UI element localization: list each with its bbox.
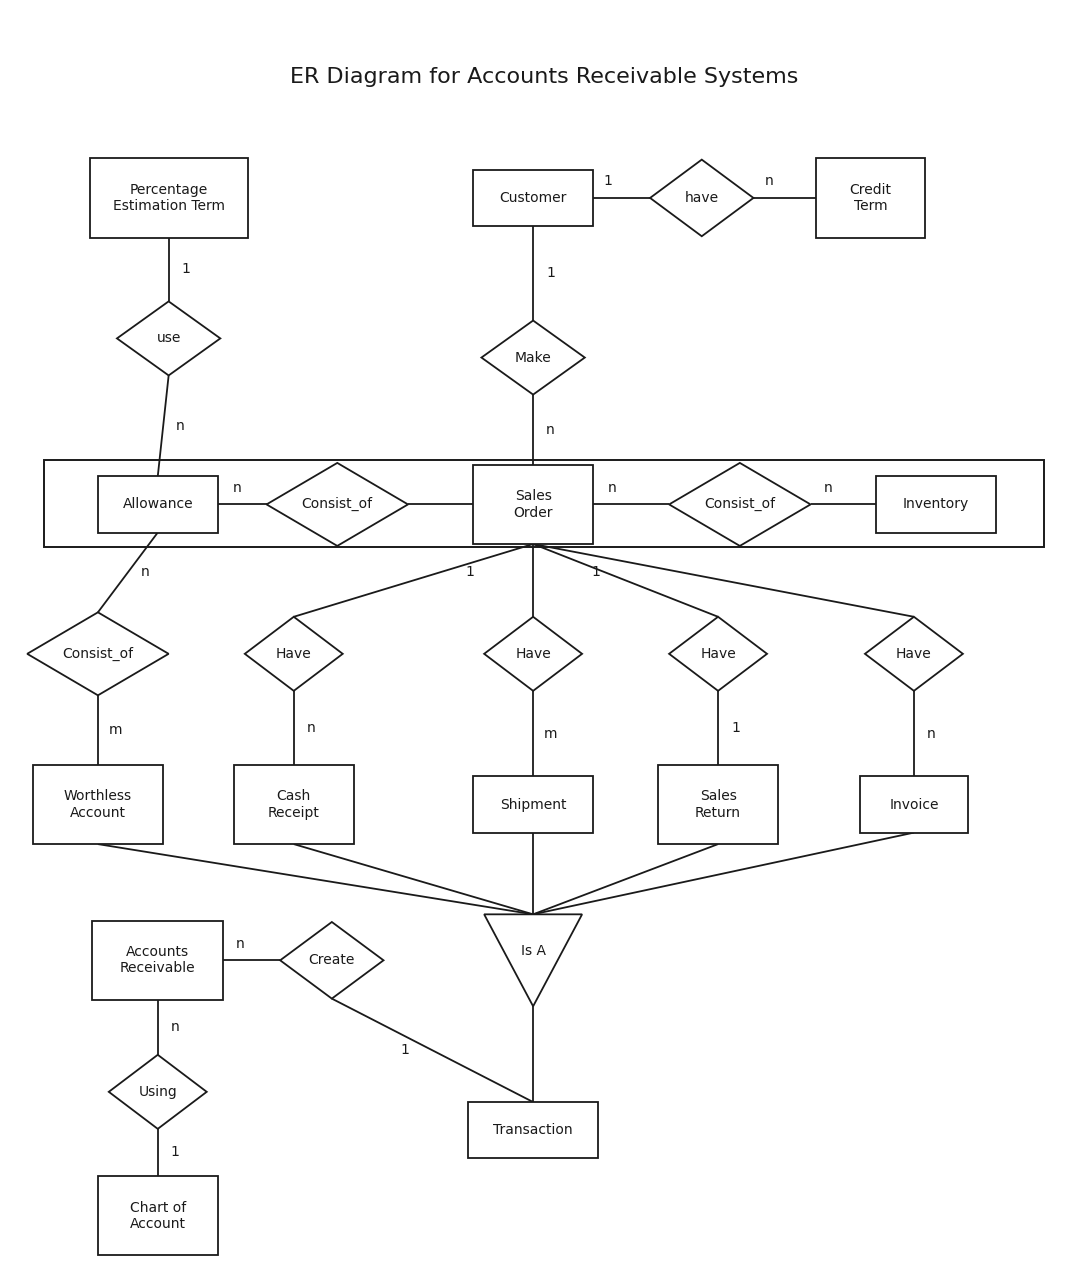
Text: m: m <box>544 727 557 741</box>
FancyBboxPatch shape <box>33 765 163 844</box>
FancyBboxPatch shape <box>89 158 247 238</box>
Polygon shape <box>27 613 169 695</box>
Text: n: n <box>307 722 316 734</box>
Text: 1: 1 <box>604 175 613 188</box>
Text: Allowance: Allowance <box>123 498 193 511</box>
Text: n: n <box>546 423 555 437</box>
Text: Consist_of: Consist_of <box>62 646 134 661</box>
Text: have: have <box>684 192 719 204</box>
Text: n: n <box>140 566 150 580</box>
Text: m: m <box>109 723 122 737</box>
Text: 1: 1 <box>546 267 555 280</box>
Text: n: n <box>927 727 936 741</box>
FancyBboxPatch shape <box>473 776 593 833</box>
Polygon shape <box>651 160 753 236</box>
Text: Make: Make <box>515 351 552 364</box>
Text: Consist_of: Consist_of <box>301 497 373 512</box>
FancyBboxPatch shape <box>98 476 218 533</box>
FancyBboxPatch shape <box>234 765 354 844</box>
FancyBboxPatch shape <box>468 1102 598 1158</box>
Text: Percentage
Estimation Term: Percentage Estimation Term <box>113 183 224 213</box>
Text: 1: 1 <box>182 263 190 276</box>
Polygon shape <box>267 464 408 547</box>
Text: Using: Using <box>138 1085 177 1098</box>
Polygon shape <box>865 617 963 691</box>
Polygon shape <box>118 301 220 375</box>
Text: Is A: Is A <box>521 944 545 958</box>
Text: Chart of
Account: Chart of Account <box>129 1200 186 1231</box>
Text: Credit
Term: Credit Term <box>850 183 891 213</box>
FancyBboxPatch shape <box>473 465 593 544</box>
Text: Have: Have <box>897 647 931 660</box>
Polygon shape <box>481 321 585 395</box>
Polygon shape <box>281 922 383 999</box>
Text: n: n <box>608 481 617 494</box>
Text: Accounts
Receivable: Accounts Receivable <box>120 945 196 976</box>
Polygon shape <box>245 617 343 691</box>
Text: 1: 1 <box>466 566 474 578</box>
Text: n: n <box>233 481 242 494</box>
Text: n: n <box>171 1020 180 1034</box>
Polygon shape <box>669 617 767 691</box>
Text: n: n <box>176 419 185 433</box>
Text: Transaction: Transaction <box>493 1124 573 1137</box>
FancyBboxPatch shape <box>98 1176 218 1255</box>
Text: Have: Have <box>276 647 311 660</box>
Text: Cash
Receipt: Cash Receipt <box>268 789 320 820</box>
Text: 1: 1 <box>400 1043 410 1057</box>
Text: Customer: Customer <box>499 192 567 204</box>
Text: Create: Create <box>309 954 355 967</box>
Text: Inventory: Inventory <box>903 498 968 511</box>
Text: Worthless
Account: Worthless Account <box>64 789 132 820</box>
Text: 1: 1 <box>731 722 740 734</box>
Text: Sales
Return: Sales Return <box>695 789 741 820</box>
Text: n: n <box>764 175 774 188</box>
FancyBboxPatch shape <box>92 921 223 1000</box>
Text: Sales
Order: Sales Order <box>514 489 553 520</box>
Text: Shipment: Shipment <box>499 798 567 811</box>
FancyBboxPatch shape <box>658 765 778 844</box>
Text: Have: Have <box>516 647 551 660</box>
Text: Consist_of: Consist_of <box>704 497 776 512</box>
Text: n: n <box>824 481 832 494</box>
Text: n: n <box>236 937 245 950</box>
Text: 1: 1 <box>592 566 601 578</box>
FancyBboxPatch shape <box>473 170 593 226</box>
Polygon shape <box>109 1055 207 1129</box>
Text: Invoice: Invoice <box>889 798 939 811</box>
Text: use: use <box>157 332 181 345</box>
Polygon shape <box>484 617 582 691</box>
Polygon shape <box>484 914 582 1006</box>
Text: Have: Have <box>701 647 735 660</box>
Polygon shape <box>669 464 811 547</box>
FancyBboxPatch shape <box>816 158 925 238</box>
Text: ER Diagram for Accounts Receivable Systems: ER Diagram for Accounts Receivable Syste… <box>289 66 799 87</box>
FancyBboxPatch shape <box>860 776 968 833</box>
Text: 1: 1 <box>171 1145 180 1160</box>
FancyBboxPatch shape <box>876 476 996 533</box>
